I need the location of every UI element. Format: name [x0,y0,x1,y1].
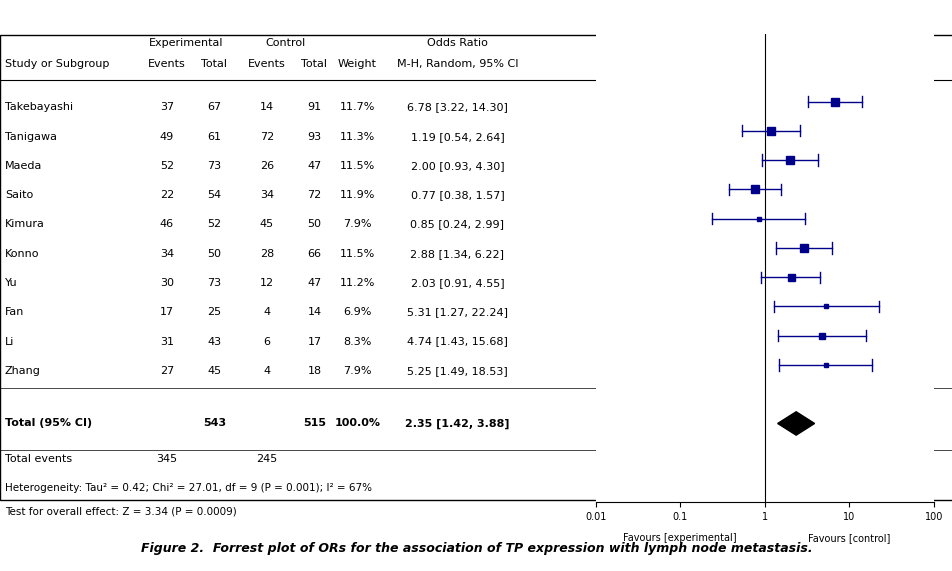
Text: 11.9%: 11.9% [339,190,375,200]
Text: 14: 14 [260,102,273,112]
Text: Figure 2.  Forrest plot of ORs for the association of TP expression with lymph n: Figure 2. Forrest plot of ORs for the as… [141,542,811,554]
Text: Weight: Weight [338,58,376,69]
Text: 2.35 [1.42, 3.88]: 2.35 [1.42, 3.88] [405,419,509,429]
Text: 93: 93 [307,132,321,142]
Text: Events: Events [248,58,286,69]
Text: 11.2%: 11.2% [339,278,375,288]
Text: 11.5%: 11.5% [340,161,374,171]
Text: 2.03 [0.91, 4.55]: 2.03 [0.91, 4.55] [410,278,504,288]
Text: Tanigawa: Tanigawa [5,132,57,142]
Text: 345: 345 [156,453,177,464]
Text: 34: 34 [260,190,273,200]
Text: 5.31 [1.27, 22.24]: 5.31 [1.27, 22.24] [407,307,507,317]
Text: 4: 4 [263,366,270,376]
Text: 4: 4 [263,307,270,317]
Text: Total (95% CI): Total (95% CI) [5,419,91,428]
Text: M-H, Random, 95% CI: M-H, Random, 95% CI [710,58,832,69]
Text: 52: 52 [160,161,173,171]
Text: 14: 14 [307,307,321,317]
Text: 11.3%: 11.3% [340,132,374,142]
Text: M-H, Random, 95% CI: M-H, Random, 95% CI [396,58,518,69]
Text: 91: 91 [307,102,321,112]
Text: 22: 22 [160,190,173,200]
Text: 0.77 [0.38, 1.57]: 0.77 [0.38, 1.57] [410,190,504,200]
Text: 66: 66 [307,249,321,259]
Text: 7.9%: 7.9% [343,366,371,376]
Text: 11.5%: 11.5% [340,249,374,259]
Text: 37: 37 [160,102,173,112]
Text: 7.9%: 7.9% [343,219,371,230]
Text: 46: 46 [160,219,173,230]
Text: Yu: Yu [5,278,17,288]
Text: 34: 34 [160,249,173,259]
Text: 72: 72 [307,190,321,200]
Text: 28: 28 [260,249,273,259]
Text: 50: 50 [307,219,321,230]
Text: Maeda: Maeda [5,161,42,171]
Text: 73: 73 [208,278,221,288]
Text: 26: 26 [260,161,273,171]
Text: Favours [control]: Favours [control] [807,533,889,543]
Text: 4.74 [1.43, 15.68]: 4.74 [1.43, 15.68] [407,336,507,347]
Text: Heterogeneity: Tau² = 0.42; Chi² = 27.01, df = 9 (P = 0.001); I² = 67%: Heterogeneity: Tau² = 0.42; Chi² = 27.01… [5,483,371,493]
Text: 72: 72 [260,132,273,142]
Text: 52: 52 [208,219,221,230]
Text: 515: 515 [303,419,326,428]
Text: 2.88 [1.34, 6.22]: 2.88 [1.34, 6.22] [410,249,504,259]
Text: 5.25 [1.49, 18.53]: 5.25 [1.49, 18.53] [407,366,507,376]
Text: 50: 50 [208,249,221,259]
Text: 43: 43 [208,336,221,347]
Text: 543: 543 [203,419,226,428]
Text: Total: Total [301,58,327,69]
Text: 49: 49 [160,132,173,142]
Text: 0.85 [0.24, 2.99]: 0.85 [0.24, 2.99] [410,219,504,230]
Text: 12: 12 [260,278,273,288]
Text: 45: 45 [208,366,221,376]
Text: Favours [experimental]: Favours [experimental] [623,533,736,543]
Text: Total: Total [201,58,228,69]
Text: 6.9%: 6.9% [343,307,371,317]
Polygon shape [777,412,814,435]
Text: 67: 67 [208,102,221,112]
Text: 73: 73 [208,161,221,171]
Text: 17: 17 [307,336,321,347]
Text: Konno: Konno [5,249,39,259]
Text: 27: 27 [160,366,173,376]
Text: Odds Ratio: Odds Ratio [741,38,802,48]
Text: Test for overall effect: Z = 3.34 (P = 0.0009): Test for overall effect: Z = 3.34 (P = 0… [5,506,236,516]
Text: 47: 47 [307,161,321,171]
Text: Control: Control [266,38,306,48]
Text: 2.00 [0.93, 4.30]: 2.00 [0.93, 4.30] [410,161,504,171]
Text: 47: 47 [307,278,321,288]
Text: 245: 245 [256,453,277,464]
Text: Li: Li [5,336,14,347]
Text: 30: 30 [160,278,173,288]
Text: 6: 6 [263,336,270,347]
Text: Study or Subgroup: Study or Subgroup [5,58,109,69]
Text: Saito: Saito [5,190,33,200]
Text: Odds Ratio: Odds Ratio [426,38,487,48]
Text: 61: 61 [208,132,221,142]
Text: Takebayashi: Takebayashi [5,102,72,112]
Text: 8.3%: 8.3% [343,336,371,347]
Text: 17: 17 [160,307,173,317]
Text: Events: Events [148,58,186,69]
Text: 100.0%: 100.0% [334,419,380,428]
Text: 31: 31 [160,336,173,347]
Text: Fan: Fan [5,307,24,317]
Text: 25: 25 [208,307,221,317]
Text: 54: 54 [208,190,221,200]
Text: 45: 45 [260,219,273,230]
Text: Kimura: Kimura [5,219,45,230]
Text: 18: 18 [307,366,321,376]
Text: 6.78 [3.22, 14.30]: 6.78 [3.22, 14.30] [407,102,507,112]
Text: Experimental: Experimental [149,38,223,48]
Text: 1.19 [0.54, 2.64]: 1.19 [0.54, 2.64] [410,132,504,142]
Text: 11.7%: 11.7% [339,102,375,112]
Text: Zhang: Zhang [5,366,41,376]
Text: Total events: Total events [5,453,71,464]
